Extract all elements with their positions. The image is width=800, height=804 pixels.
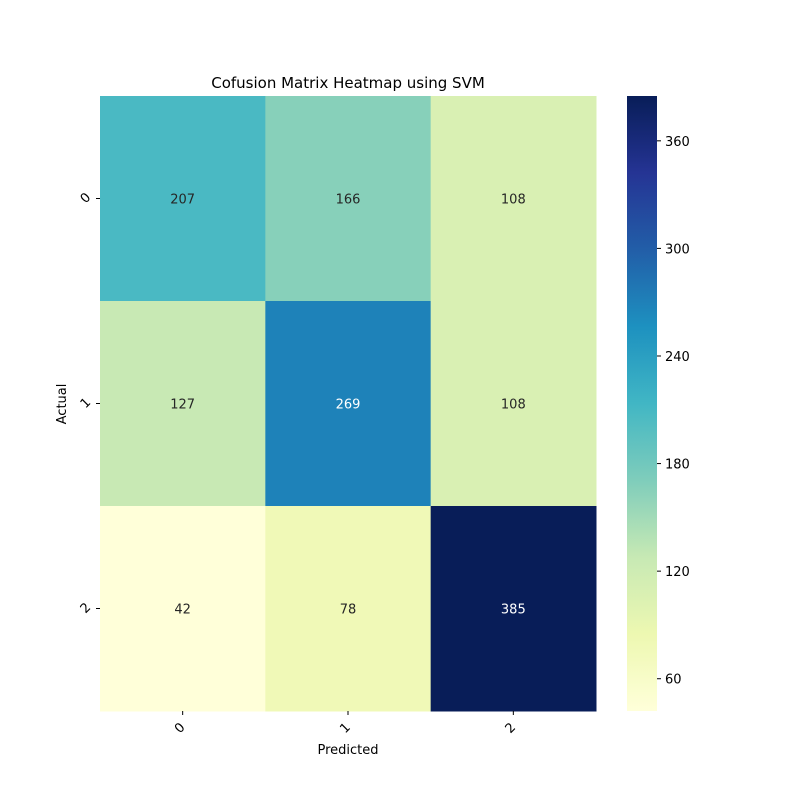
heatmap-cell-label: 42	[174, 603, 191, 618]
heatmap-cell-labels: 207 166 108 127 269 108 42 78 385	[170, 193, 525, 618]
heatmap-cell-r1-c1	[265, 301, 432, 507]
heatmap-cell-label: 78	[340, 603, 357, 618]
heatmap-cell-label: 269	[336, 398, 361, 413]
heatmap-cell-r2-c1	[265, 506, 432, 712]
heatmap-cells	[100, 96, 597, 712]
y-axis: 0 1 2	[78, 190, 100, 617]
colorbar-tick-label: 240	[665, 350, 690, 365]
heatmap-cell-label: 385	[501, 603, 526, 618]
heatmap-cell-r0-c2	[430, 96, 597, 302]
heatmap-cell-r0-c1	[265, 96, 432, 302]
y-tick-label: 2	[78, 600, 94, 616]
colorbar-tick-label: 180	[665, 458, 690, 473]
colorbar-tick-label: 60	[665, 673, 682, 688]
heatmap-cell-r1-c2	[430, 301, 597, 507]
heatmap-cell-r2-c2	[430, 506, 597, 712]
heatmap-cell-label: 166	[336, 193, 361, 208]
colorbar-tick-label: 120	[665, 565, 690, 580]
x-axis-label: Predicted	[317, 743, 378, 758]
heatmap-cell-label: 207	[170, 193, 195, 208]
heatmap-cell-label: 127	[170, 398, 195, 413]
heatmap-cell-label: 108	[501, 398, 526, 413]
colorbar-tick-label: 300	[665, 242, 690, 257]
chart-title: Cofusion Matrix Heatmap using SVM	[211, 74, 485, 92]
x-tick-label: 0	[172, 720, 188, 736]
x-axis: 0 1 2	[172, 711, 519, 737]
x-tick-label: 2	[503, 720, 519, 736]
y-tick-label: 1	[78, 395, 94, 411]
y-axis-label: Actual	[55, 384, 70, 425]
heatmap-cell-r0-c0	[100, 96, 266, 302]
colorbar	[627, 96, 657, 711]
colorbar-axis: 60 120 180 240 300 360	[657, 135, 690, 688]
heatmap-cell-label: 108	[501, 193, 526, 208]
heatmap-cell-r1-c0	[100, 301, 266, 507]
heatmap-cell-r2-c0	[100, 506, 266, 712]
x-tick-label: 1	[337, 720, 353, 736]
colorbar-tick-label: 360	[665, 135, 690, 150]
y-tick-label: 0	[78, 190, 94, 206]
